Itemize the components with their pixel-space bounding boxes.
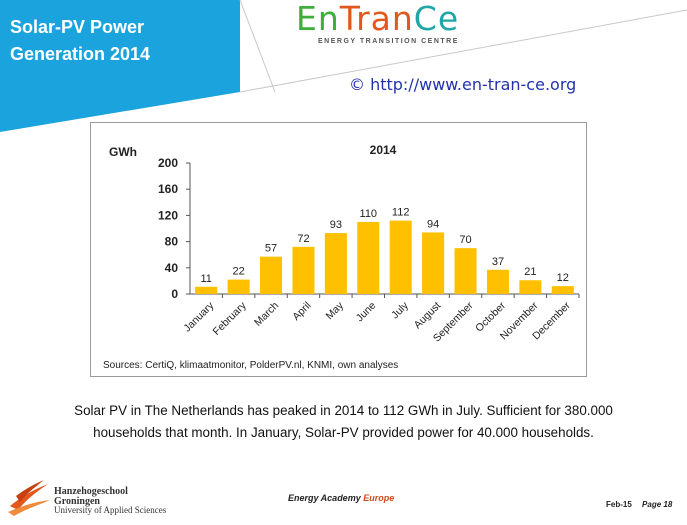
hanze-name-line1: Hanzehogeschool bbox=[54, 486, 128, 497]
caption-line2: households that month. In January, Solar… bbox=[93, 425, 594, 440]
data-label: 93 bbox=[330, 219, 342, 231]
data-label: 11 bbox=[200, 273, 211, 285]
data-label: 57 bbox=[265, 243, 277, 255]
hanze-flame-icon bbox=[8, 480, 50, 516]
data-label: 21 bbox=[524, 266, 536, 278]
x-tick-label: May bbox=[323, 299, 346, 322]
y-tick-label: 160 bbox=[158, 182, 178, 196]
slide-footer-info: Feb-15 Page 18 bbox=[606, 500, 672, 509]
logo-subtitle: ENERGY TRANSITION CENTRE bbox=[318, 38, 459, 45]
bar bbox=[260, 256, 283, 294]
x-tick-label: February bbox=[211, 299, 250, 338]
hanze-logo: Hanzehogeschool Groningen University of … bbox=[6, 476, 176, 520]
title-banner: Solar-PV Power Generation 2014 bbox=[0, 0, 240, 132]
y-tick-label: 80 bbox=[165, 235, 179, 249]
logo-part-ce: Ce bbox=[413, 0, 460, 38]
slide-title-line1: Solar-PV Power bbox=[10, 17, 145, 37]
bar bbox=[357, 221, 380, 294]
y-axis-label: GWh bbox=[109, 145, 137, 159]
banner-shape bbox=[0, 0, 240, 132]
bar bbox=[389, 220, 412, 294]
data-label: 70 bbox=[459, 234, 471, 246]
x-tick-label: June bbox=[354, 300, 379, 325]
website-link[interactable]: © http://www.en-tran-ce.org bbox=[349, 75, 577, 94]
academy-text: Energy Academy bbox=[288, 493, 361, 503]
decorative-lines bbox=[239, 0, 687, 93]
x-tick-label: August bbox=[412, 300, 444, 332]
bar-chart: 2014GWh0408012016020011January22February… bbox=[109, 143, 580, 344]
logo-part-en: En bbox=[296, 0, 340, 38]
slide-title-line2: Generation 2014 bbox=[10, 44, 151, 64]
bar bbox=[551, 286, 574, 294]
entrance-logo: EnTranCe ENERGY TRANSITION CENTRE bbox=[296, 0, 460, 48]
bar bbox=[519, 280, 542, 294]
bar bbox=[454, 248, 477, 294]
data-label: 94 bbox=[427, 218, 439, 230]
slide-title: Solar-PV Power Generation 2014 bbox=[10, 14, 230, 68]
data-label: 22 bbox=[233, 266, 245, 278]
bar bbox=[292, 246, 315, 294]
hanze-name-line3: University of Applied Sciences bbox=[54, 505, 167, 515]
data-label: 12 bbox=[557, 272, 569, 284]
y-tick-label: 200 bbox=[158, 156, 178, 170]
bar bbox=[422, 232, 445, 294]
data-label: 110 bbox=[360, 208, 378, 220]
data-label: 112 bbox=[392, 207, 410, 219]
bar bbox=[324, 233, 347, 294]
chart-title: 2014 bbox=[370, 143, 397, 157]
academy-europe-text: Europe bbox=[363, 493, 395, 503]
logo-part-tran: Tran bbox=[339, 0, 414, 38]
caption-line1: Solar PV in The Netherlands has peaked i… bbox=[74, 403, 613, 418]
bar bbox=[195, 286, 218, 294]
bar bbox=[486, 269, 509, 294]
x-tick-label: July bbox=[389, 299, 411, 321]
data-label: 37 bbox=[492, 256, 504, 268]
page-number: Page 18 bbox=[642, 500, 673, 509]
data-label: 72 bbox=[297, 233, 309, 245]
slide-date: Feb-15 bbox=[606, 500, 632, 509]
x-tick-label: March bbox=[252, 300, 281, 329]
caption: Solar PV in The Netherlands has peaked i… bbox=[0, 400, 687, 444]
chart-panel: 2014 GWh 0 40 80 120 160 200 11 January 22 February… bbox=[90, 122, 587, 377]
chart-sources: Sources: CertiQ, klimaatmonitor, PolderP… bbox=[103, 360, 399, 371]
y-tick-label: 0 bbox=[171, 287, 178, 301]
bar bbox=[227, 279, 250, 294]
x-tick-label: April bbox=[290, 300, 313, 323]
hanze-name-line2: Groningen bbox=[54, 496, 100, 507]
y-tick-label: 120 bbox=[158, 208, 178, 222]
energy-academy-logo: Energy Academy Europe bbox=[288, 493, 394, 503]
y-tick-label: 40 bbox=[165, 261, 179, 275]
